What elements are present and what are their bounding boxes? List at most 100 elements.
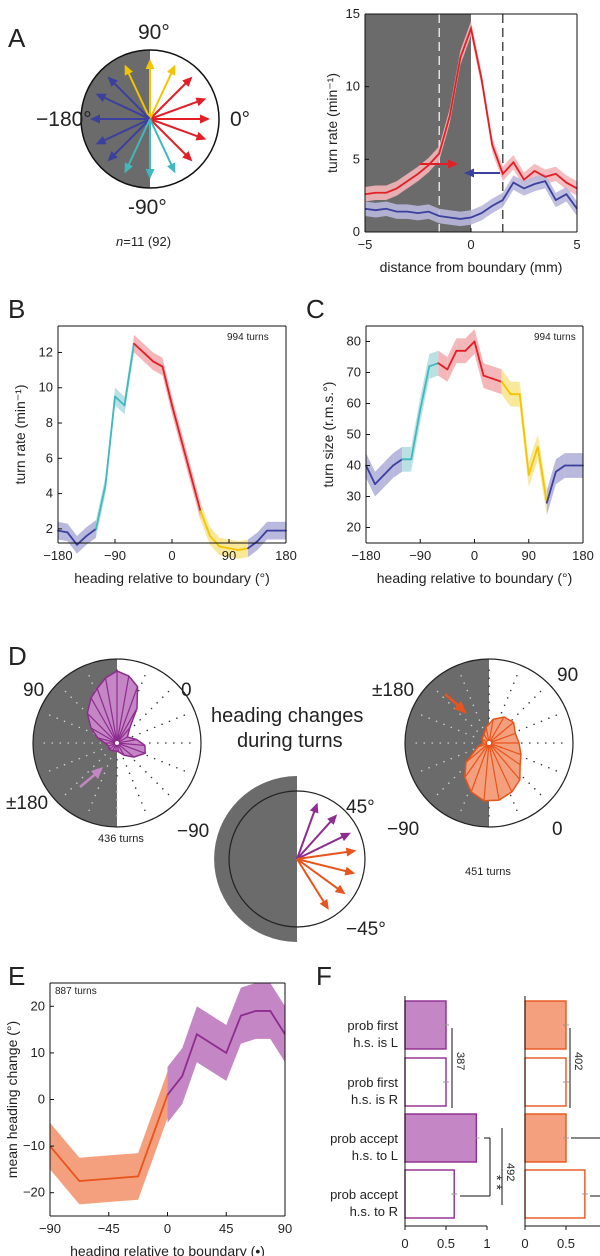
- x-tick-label: −45: [98, 1221, 120, 1236]
- bar-purple-1: [404, 1057, 447, 1107]
- grid-dot: [51, 742, 53, 744]
- heading-arrowhead-14: [124, 162, 133, 174]
- spoke: [116, 686, 139, 744]
- line-segment: [256, 529, 268, 543]
- grid-dot: [522, 776, 525, 779]
- grid-dot: [488, 693, 490, 695]
- x-tick-label: −180: [43, 548, 72, 563]
- polar-plot-left: [32, 658, 202, 828]
- heading-arrowhead-5: [145, 59, 155, 69]
- panel-label-d: D: [8, 641, 27, 671]
- grid-dot: [443, 760, 445, 763]
- bar-orange-1: [524, 1057, 567, 1107]
- purple-heading-line: [166, 1010, 286, 1096]
- y-axis-label: turn rate (min⁻¹): [12, 385, 28, 485]
- grid-dot: [431, 742, 434, 744]
- heading-arrow-3: [149, 81, 188, 120]
- y-tick-label: 6: [46, 450, 53, 465]
- y-tick-label: 10: [39, 380, 53, 395]
- grid-dot: [488, 685, 490, 687]
- grid-dot: [472, 748, 475, 751]
- grid-dot: [506, 697, 509, 699]
- f-tick-label: 1: [483, 1236, 490, 1251]
- f-tick-label: 0: [401, 1236, 408, 1251]
- grid-dot: [153, 726, 156, 729]
- purple-turn-distribution: [86, 670, 146, 758]
- orange-turn-distribution: [464, 716, 522, 802]
- grid-dot: [81, 776, 84, 779]
- polar-plot-right: [404, 658, 574, 828]
- grid-dot: [516, 809, 518, 812]
- small-arrowhead-6: [319, 899, 329, 910]
- x-tick-label: 90: [278, 1221, 292, 1236]
- grid-dot: [75, 742, 77, 744]
- grid-dot: [146, 729, 149, 732]
- y-axis-label: mean heading change (°): [4, 1021, 20, 1178]
- grid-dot: [162, 788, 164, 790]
- grid-dot: [161, 760, 163, 763]
- grid-dot: [533, 723, 535, 726]
- grid-dot: [99, 742, 101, 744]
- grid-dot: [540, 720, 543, 723]
- grid-dot: [94, 794, 97, 797]
- line-segment: [545, 470, 557, 504]
- small-arrow-5: [296, 858, 340, 891]
- heading-arrowhead-0: [200, 114, 210, 124]
- turn-size-vs-heading-chart: −180 −90 0 90 180 20 30 40 50 60 70 80 heading relat…: [320, 325, 594, 586]
- grid-dot: [63, 763, 66, 766]
- x-tick-label: 90: [522, 548, 536, 563]
- small-label-pos45: 45°: [346, 797, 375, 818]
- line-segment: [518, 393, 530, 476]
- grid-dot: [91, 802, 94, 804]
- heading-arrowhead-15: [167, 162, 176, 174]
- x-axis-label: heading relative to boundary (°): [74, 570, 270, 586]
- small-arrow-6: [296, 858, 326, 904]
- grid-dot: [488, 717, 490, 719]
- grid-dot: [56, 766, 58, 769]
- heading-arrowhead-10: [95, 136, 107, 145]
- grid-dot: [488, 677, 490, 679]
- grid-dot: [176, 717, 178, 720]
- grid-dot: [521, 742, 523, 744]
- y-tick-label: 20: [31, 998, 45, 1013]
- bar-purple-3: [404, 1169, 455, 1219]
- y-axis-label: turn size (r.m.s.°): [320, 382, 336, 488]
- x-tick-label: 180: [275, 548, 297, 563]
- grid-dot: [512, 682, 515, 684]
- grid-dot: [518, 729, 521, 732]
- turn-rate-vs-heading-chart: −180 −90 0 90 180 2 4 6 8 10 12 heading relative to…: [12, 325, 297, 586]
- grid-dot: [183, 714, 186, 716]
- line-segment: [199, 510, 211, 537]
- spoke: [104, 677, 118, 744]
- y-tick-label: 12: [39, 344, 53, 359]
- n-right-top: 402: [572, 1052, 584, 1070]
- grid-dot: [76, 782, 78, 784]
- x-tick-label: 0: [164, 1221, 171, 1236]
- right-polar-turns: 451 turns: [465, 866, 511, 878]
- y-tick-label: 0: [38, 1092, 45, 1107]
- compass-circle: [80, 49, 220, 189]
- grid-dot: [140, 682, 143, 684]
- row-label-2b: h.s. is R: [351, 1092, 398, 1107]
- line-segment: [114, 395, 126, 407]
- grid-dot: [146, 754, 149, 757]
- heading-arrow-4: [149, 118, 188, 157]
- grid-dot: [103, 772, 106, 775]
- grid-dot: [168, 720, 171, 723]
- orange-heading-line: [49, 1094, 169, 1182]
- grid-dot: [176, 766, 178, 769]
- heading-arrowhead-2: [195, 131, 207, 141]
- grid-dot: [88, 809, 90, 812]
- right-polar-label-180: ±180: [372, 680, 414, 701]
- grid-dot: [70, 696, 72, 698]
- grid-dot: [472, 735, 475, 738]
- line-segment: [410, 408, 422, 461]
- grid-dot: [167, 690, 170, 693]
- grid-dot: [534, 788, 536, 790]
- line-segment: [95, 483, 107, 530]
- spoke: [488, 721, 514, 744]
- left-polar-label-0: 0: [181, 680, 192, 701]
- grid-dot: [109, 757, 112, 760]
- x-tick-label: 0: [467, 237, 474, 252]
- grid-dot: [116, 783, 118, 785]
